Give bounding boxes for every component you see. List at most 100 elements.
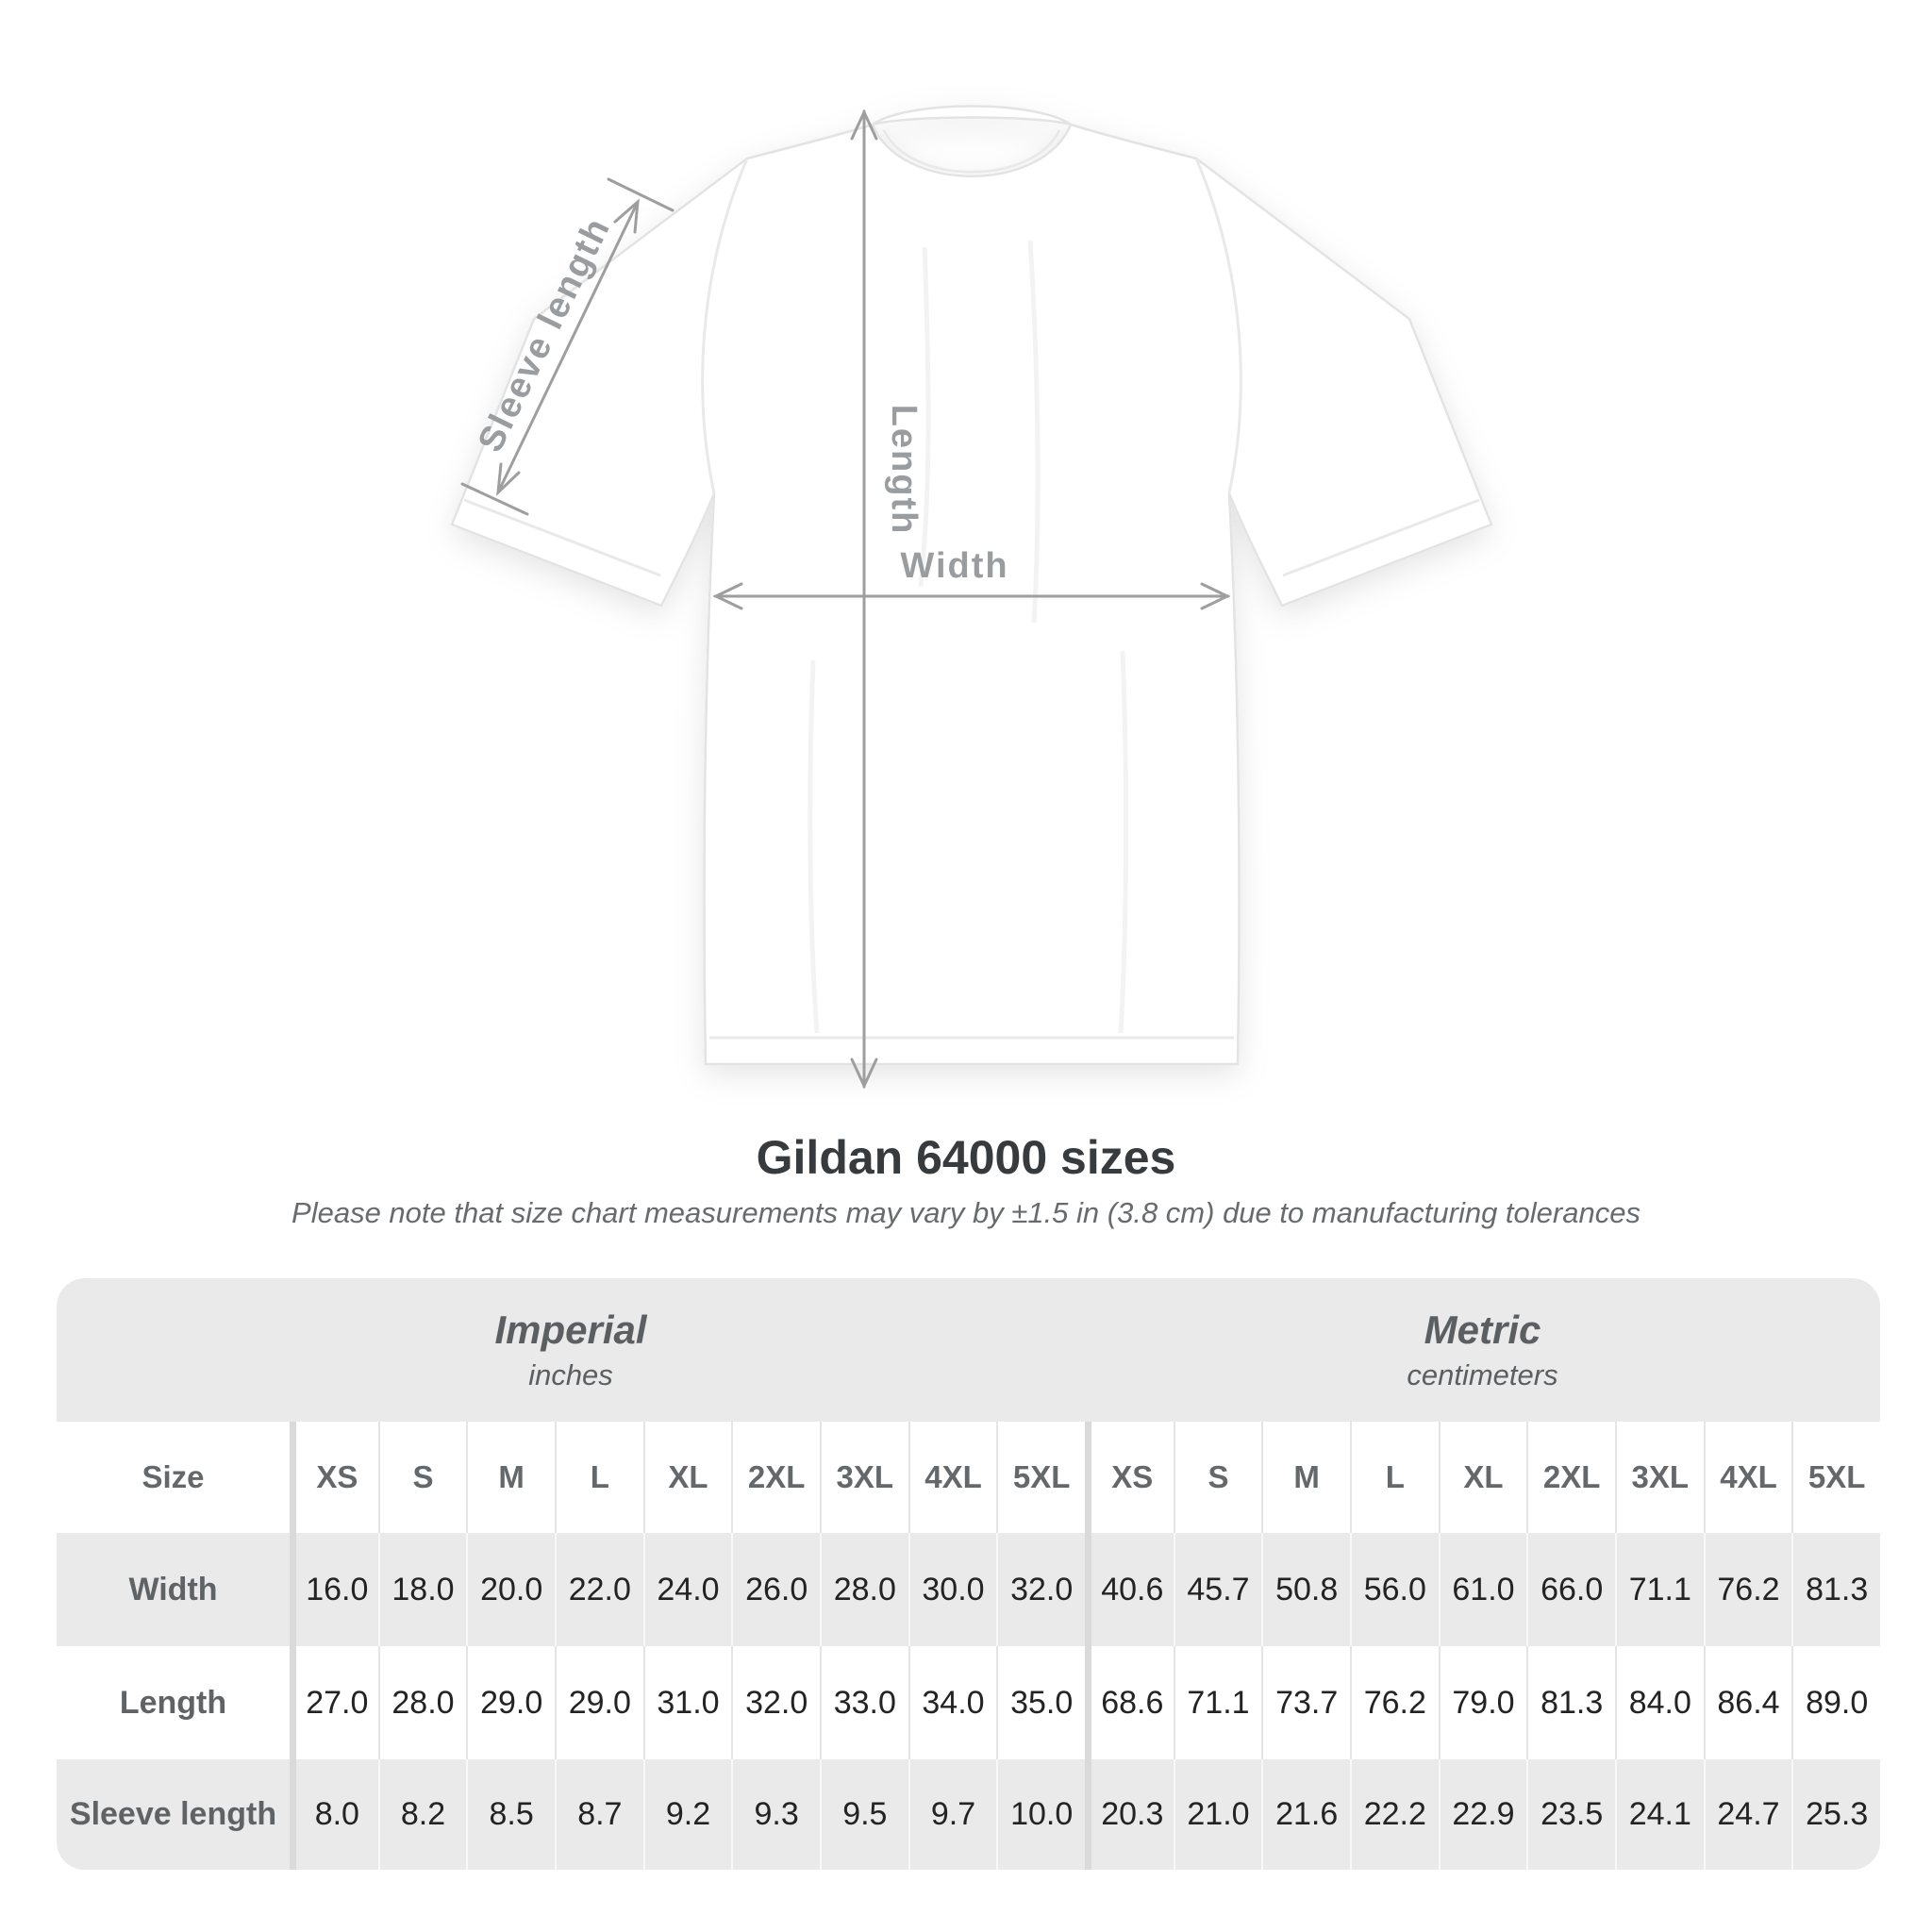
size-table: Imperial inches Metric centimeters Size X…: [57, 1278, 1880, 1870]
table-cell: 27.0: [290, 1646, 378, 1759]
table-cell: 73.7: [1261, 1646, 1350, 1759]
table-cell: 40.6: [1084, 1533, 1174, 1646]
table-row-width: Width 16.0 18.0 20.0 22.0 24.0 26.0 28.0 30.0 32.…: [57, 1533, 1880, 1646]
table-cell: 24.0: [642, 1533, 732, 1646]
table-cell: 8.2: [377, 1759, 467, 1870]
size-header-metric-5xl: 5XL: [1791, 1422, 1880, 1533]
table-cell: 76.2: [1703, 1533, 1792, 1646]
table-cell: 8.5: [466, 1759, 555, 1870]
table-cell: 9.7: [908, 1759, 997, 1870]
size-header-imperial-4xl: 4XL: [908, 1422, 997, 1533]
table-cell: 68.6: [1084, 1646, 1174, 1759]
size-header-metric-xs: XS: [1084, 1422, 1174, 1533]
table-cell: 31.0: [642, 1646, 732, 1759]
table-cell: 28.0: [819, 1533, 908, 1646]
size-header-imperial-5xl: 5XL: [996, 1422, 1085, 1533]
tshirt-right-cuff-seam: [1282, 498, 1480, 577]
table-cell: 81.3: [1526, 1646, 1615, 1759]
table-cell: 10.0: [996, 1759, 1085, 1870]
tshirt-body: [450, 123, 1493, 1066]
tshirt-right-armhole-seam: [1194, 158, 1242, 494]
table-cell: 21.6: [1261, 1759, 1350, 1870]
table-cell: 71.1: [1173, 1646, 1262, 1759]
length-label: Length: [884, 405, 924, 536]
size-col-header: Size: [142, 1459, 205, 1494]
table-cell: 23.5: [1526, 1759, 1615, 1870]
table-cell: 22.9: [1438, 1759, 1527, 1870]
tshirt-graphic: [450, 105, 1493, 1066]
table-cell: 18.0: [377, 1533, 467, 1646]
size-header-metric-3xl: 3XL: [1614, 1422, 1704, 1533]
table-cell: 33.0: [819, 1646, 908, 1759]
table-cell: 9.3: [731, 1759, 820, 1870]
fabric-fold: [918, 246, 931, 588]
table-cell: 9.5: [819, 1759, 908, 1870]
table-cell: 32.0: [996, 1533, 1085, 1646]
size-header-metric-s: S: [1173, 1422, 1262, 1533]
row-label: Sleeve length: [69, 1796, 277, 1832]
table-cell: 32.0: [731, 1646, 820, 1759]
fabric-fold: [808, 659, 820, 1034]
imperial-title: Imperial: [494, 1307, 647, 1352]
row-label: Width: [128, 1571, 218, 1607]
size-header-metric-m: M: [1261, 1422, 1350, 1533]
size-header-imperial-l: L: [554, 1422, 643, 1533]
width-arrow: [712, 582, 1231, 610]
table-cell: 61.0: [1438, 1533, 1527, 1646]
page-title: Gildan 64000 sizes: [756, 1131, 1176, 1184]
size-header-imperial-2xl: 2XL: [731, 1422, 820, 1533]
table-cell: 50.8: [1261, 1533, 1350, 1646]
table-cell: 81.3: [1791, 1533, 1880, 1646]
width-label: Width: [900, 546, 1008, 586]
table-cell: 22.0: [554, 1533, 643, 1646]
table-cell: 24.1: [1614, 1759, 1704, 1870]
tshirt-back-collar: [871, 105, 1073, 126]
table-cell: 26.0: [731, 1533, 820, 1646]
table-cell: 79.0: [1438, 1646, 1527, 1759]
size-header-metric-2xl: 2XL: [1526, 1422, 1615, 1533]
size-header-imperial-m: M: [466, 1422, 555, 1533]
size-header-row: Size XS S M L XL 2XL 3XL 4XL 5XL XS S M L XL 2XL 3XL 4XL 5…: [57, 1422, 1880, 1533]
size-table-grid: Size XS S M L XL 2XL 3XL 4XL 5XL XS S M L XL 2XL 3XL 4XL 5…: [57, 1422, 1880, 1870]
table-row-sleeve-length: Sleeve length 8.0 8.2 8.5 8.7 9.2 9.3 9.5 9.7 10.…: [57, 1759, 1880, 1870]
table-cell: 9.2: [642, 1759, 732, 1870]
table-cell: 30.0: [908, 1533, 997, 1646]
table-cell: 66.0: [1526, 1533, 1615, 1646]
tolerance-note: Please note that size chart measurements…: [291, 1196, 1641, 1229]
metric-header: Metric centimeters: [1085, 1278, 1880, 1422]
length-arrow: [850, 108, 878, 1090]
table-cell: 29.0: [466, 1646, 555, 1759]
table-cell: 34.0: [908, 1646, 997, 1759]
tshirt-left-cuff-seam: [463, 498, 661, 577]
size-header-imperial-s: S: [377, 1422, 467, 1533]
imperial-header: Imperial inches: [57, 1278, 1085, 1422]
table-cell: 24.7: [1703, 1759, 1792, 1870]
table-cell: 86.4: [1703, 1646, 1792, 1759]
table-cell: 28.0: [377, 1646, 467, 1759]
table-cell: 8.7: [554, 1759, 643, 1870]
table-cell: 22.2: [1349, 1759, 1439, 1870]
size-header-imperial-3xl: 3XL: [819, 1422, 908, 1533]
table-cell: 56.0: [1349, 1533, 1439, 1646]
tshirt-collar-seam: [882, 129, 1061, 174]
table-cell: 35.0: [996, 1646, 1085, 1759]
imperial-unit: inches: [528, 1358, 613, 1391]
table-cell: 8.0: [290, 1759, 378, 1870]
fabric-fold: [1118, 650, 1129, 1034]
metric-unit: centimeters: [1407, 1358, 1558, 1391]
table-cell: 20.3: [1084, 1759, 1174, 1870]
tshirt-left-armhole-seam: [701, 158, 749, 494]
size-header-imperial-xl: XL: [642, 1422, 732, 1533]
tshirt-measurement-diagram: Length Width Sleeve length: [450, 105, 1493, 1090]
table-cell: 71.1: [1614, 1533, 1704, 1646]
table-row-length: Length 27.0 28.0 29.0 29.0 31.0 32.0 33.0 34.0 35…: [57, 1646, 1880, 1759]
unit-header-row: Imperial inches Metric centimeters: [57, 1278, 1880, 1422]
table-cell: 20.0: [466, 1533, 555, 1646]
table-cell: 29.0: [554, 1646, 643, 1759]
metric-title: Metric: [1424, 1307, 1541, 1352]
table-cell: 89.0: [1791, 1646, 1880, 1759]
table-cell: 84.0: [1614, 1646, 1704, 1759]
size-header-imperial-xs: XS: [290, 1422, 378, 1533]
table-cell: 16.0: [290, 1533, 378, 1646]
